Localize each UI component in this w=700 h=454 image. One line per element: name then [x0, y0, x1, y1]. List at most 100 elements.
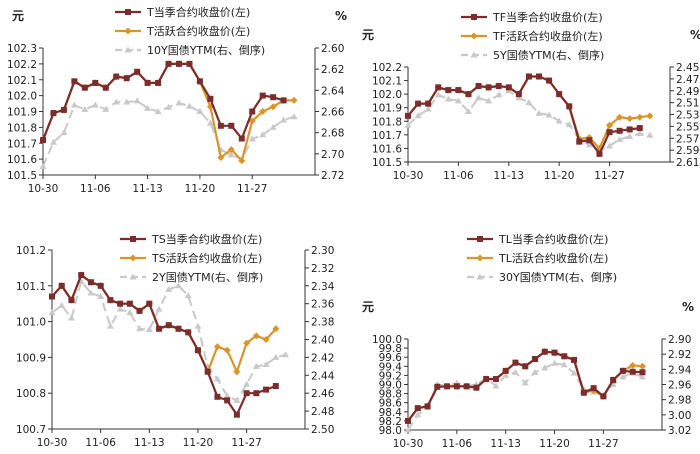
x-tick-label: 11-06	[442, 438, 473, 450]
data-point-current	[204, 368, 211, 375]
data-point-current	[580, 389, 587, 396]
data-point-current	[425, 100, 432, 107]
data-point-yield	[535, 109, 543, 116]
series-line-current	[41, 62, 284, 141]
data-point-current	[50, 110, 57, 117]
data-point-yield	[444, 95, 452, 102]
data-point-yield	[106, 322, 114, 329]
left-tick-label: 101.6	[7, 154, 37, 166]
data-point-current	[165, 60, 172, 67]
data-point-yield	[502, 371, 510, 378]
series-current	[405, 73, 643, 157]
data-point-current	[536, 73, 542, 80]
data-point-yield	[112, 98, 120, 105]
left-tick-label: 100.9	[16, 352, 46, 364]
legend-item-yield: 2Y国债YTM(右、倒序)	[120, 270, 263, 284]
legend-swatch-marker	[124, 27, 132, 35]
data-point-current	[155, 79, 162, 86]
data-point-current	[126, 300, 133, 307]
right-tick-label: 2.96	[668, 380, 692, 392]
data-point-current	[224, 397, 231, 404]
legend-item-current: TF当季合约收盘价(左)	[461, 10, 603, 24]
left-tick-label: 99.8	[379, 343, 402, 355]
data-point-yield	[492, 382, 500, 389]
legend-item-yield: 10Y国债YTM(右、倒序)	[115, 43, 265, 57]
data-point-yield	[545, 111, 553, 118]
legend-item-active: T活跃合约收盘价(左)	[115, 24, 250, 38]
left-tick-label: 102.2	[372, 62, 402, 74]
data-point-current	[249, 108, 256, 115]
data-point-current	[117, 300, 124, 307]
data-point-current	[639, 369, 646, 376]
data-point-current	[445, 87, 452, 94]
data-point-yield	[464, 108, 472, 115]
data-point-current	[71, 78, 78, 85]
right-tick-label: 2.90	[668, 334, 691, 346]
x-tick-label: 11-13	[132, 183, 163, 195]
left-tick-label: 98.8	[379, 389, 402, 401]
data-point-active	[290, 96, 298, 104]
data-point-yield	[233, 396, 241, 403]
data-point-yield	[154, 108, 162, 114]
data-point-current	[600, 393, 607, 400]
data-point-yield	[434, 91, 442, 98]
data-point-current	[576, 138, 583, 145]
right-tick-label: 3.02	[668, 425, 691, 437]
right-tick-label: 2.72	[321, 170, 344, 182]
data-point-current	[561, 353, 568, 360]
right-tick-label: 2.44	[311, 370, 335, 382]
data-point-current	[551, 349, 558, 356]
data-point-active	[217, 154, 225, 162]
legend-label: TF当季合约收盘价(左)	[492, 10, 603, 24]
data-point-current	[60, 106, 67, 113]
legend-item-active: TL活跃合约收盘价(左)	[467, 251, 608, 265]
data-point-current	[123, 75, 130, 82]
data-point-current	[463, 383, 470, 390]
legend-swatch-marker	[130, 236, 136, 242]
data-point-current	[49, 293, 55, 300]
data-point-current	[136, 307, 143, 314]
series-current	[40, 60, 287, 144]
left-tick-label: 101.9	[7, 107, 37, 119]
data-point-yield	[585, 141, 593, 148]
data-point-current	[186, 60, 193, 67]
data-point-yield	[123, 98, 131, 105]
data-point-current	[546, 77, 553, 84]
data-point-current	[610, 376, 617, 383]
data-point-yield	[551, 359, 559, 366]
data-point-yield	[282, 351, 290, 358]
legend-swatch-marker	[477, 236, 483, 242]
data-point-yield	[91, 101, 99, 108]
series-active	[48, 271, 280, 376]
data-point-current	[405, 417, 411, 424]
data-point-current	[502, 367, 509, 374]
data-point-current	[92, 79, 99, 86]
data-point-current	[415, 100, 422, 107]
data-point-yield	[619, 373, 627, 380]
data-point-current	[144, 79, 151, 86]
data-point-yield	[185, 102, 193, 109]
data-point-current	[81, 84, 88, 91]
data-point-current	[156, 325, 163, 332]
data-point-active	[272, 325, 280, 333]
data-point-yield	[144, 104, 152, 111]
x-tick-label: 10-30	[37, 437, 68, 449]
series-line-current	[407, 350, 643, 422]
x-tick-label: 11-27	[588, 438, 619, 450]
left-tick-label: 102.0	[7, 91, 37, 103]
data-point-current	[68, 297, 75, 304]
data-point-yield	[223, 392, 231, 399]
data-point-yield	[616, 135, 624, 142]
data-point-current	[424, 403, 431, 410]
data-point-active	[259, 108, 267, 115]
left-tick-label: 102.1	[7, 75, 37, 87]
data-point-yield	[116, 305, 124, 312]
data-point-yield	[606, 142, 614, 149]
right-tick-label: 2.51	[676, 98, 699, 110]
data-point-yield	[269, 123, 277, 130]
data-point-yield	[262, 361, 270, 368]
legend-swatch-marker	[129, 254, 137, 262]
data-point-active	[626, 115, 634, 123]
data-point-current	[619, 367, 626, 374]
